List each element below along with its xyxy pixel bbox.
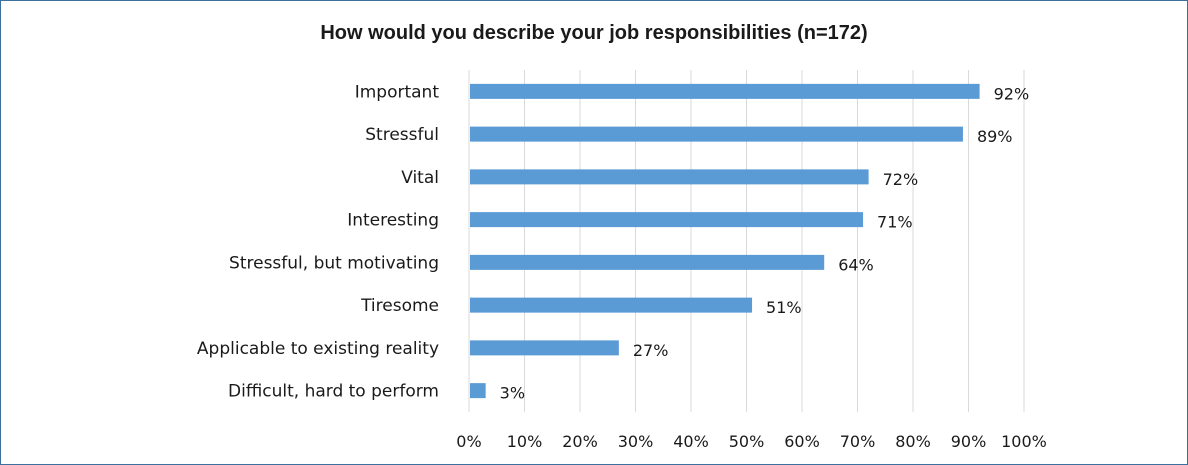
value-label: 64%	[838, 255, 874, 274]
value-label: 72%	[883, 170, 919, 189]
bar	[470, 254, 825, 270]
x-tick-label: 30%	[618, 432, 654, 451]
category-label: Difficult, hard to perform	[228, 382, 439, 402]
value-label: 3%	[500, 384, 525, 403]
x-tick-label: 40%	[673, 432, 709, 451]
category-label: Stressful, but motivating	[229, 253, 439, 273]
bars	[470, 83, 980, 399]
category-label: Tiresome	[360, 296, 439, 316]
x-axis-ticks: 0% 10% 20% 30% 40% 50% 60% 70% 80% 90% 100%	[456, 432, 1047, 451]
value-label: 27%	[633, 341, 669, 360]
bar	[470, 212, 864, 228]
category-label: Vital	[401, 168, 439, 188]
bar	[470, 126, 963, 142]
x-tick-label: 60%	[784, 432, 820, 451]
gridlines	[468, 70, 1025, 412]
value-label: 92%	[994, 84, 1030, 103]
x-tick-label: 0%	[456, 432, 481, 451]
bar	[470, 83, 980, 99]
value-label: 71%	[877, 213, 913, 232]
bar	[470, 169, 869, 185]
value-labels: 92% 89% 72% 71% 64% 51% 27% 3%	[500, 84, 1030, 402]
x-tick-label: 10%	[507, 432, 543, 451]
x-tick-label: 80%	[895, 432, 931, 451]
x-tick-label: 50%	[729, 432, 765, 451]
value-label: 51%	[766, 298, 802, 317]
x-tick-label: 100%	[1001, 432, 1047, 451]
category-labels: Important Stressful Vital Interesting Stress…	[197, 82, 439, 401]
value-label: 89%	[977, 127, 1013, 146]
x-tick-label: 20%	[562, 432, 598, 451]
x-tick-label: 90%	[951, 432, 987, 451]
bar	[470, 297, 753, 313]
category-label: Applicable to existing reality	[197, 339, 439, 359]
category-label: Important	[355, 82, 440, 102]
bar	[470, 340, 619, 356]
category-label: Interesting	[347, 211, 439, 231]
x-tick-label: 70%	[840, 432, 876, 451]
chart-title: How would you describe your job responsi…	[320, 22, 867, 44]
bar	[470, 383, 486, 399]
category-label: Stressful	[365, 125, 439, 145]
